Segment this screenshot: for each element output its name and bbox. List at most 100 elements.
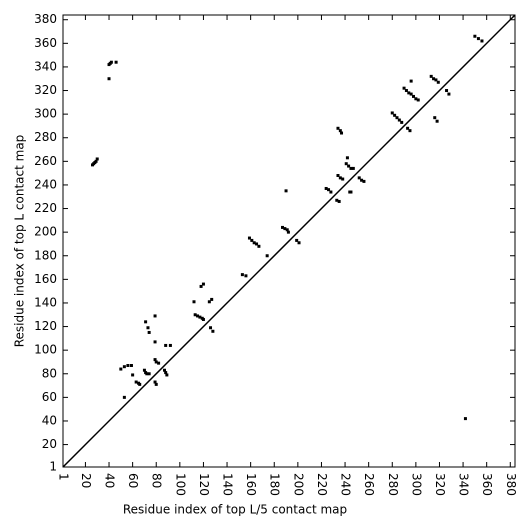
contact-point [122,395,126,399]
contact-point [284,189,288,193]
x-tick-label: 260 [362,473,376,496]
contact-point [286,230,290,234]
contact-point [436,80,440,84]
y-tick-label: 80 [42,366,57,380]
contact-point [324,186,328,190]
contact-point [146,326,150,330]
x-tick-label: 340 [457,473,471,496]
y-tick-label: 220 [34,201,57,215]
contact-point [409,92,413,96]
x-tick-label: 380 [504,473,518,496]
contact-point [154,382,158,386]
contact-point [255,242,259,246]
y-tick-label: 100 [34,343,57,357]
contact-point [153,358,157,362]
x-tick-label: 120 [197,473,211,496]
contact-point [122,365,126,369]
contact-point [283,227,287,231]
contact-point [338,129,342,133]
y-tick-label: 160 [34,272,57,286]
y-tick-label: 120 [34,319,57,333]
contact-point [119,367,123,371]
contact-point [157,361,161,365]
y-tick-label: 60 [42,390,57,404]
x-tick-label: 320 [433,473,447,496]
contact-point [109,60,113,64]
contact-point [198,315,202,319]
y-tick-label: 340 [34,59,57,73]
contact-point [114,60,118,64]
contact-point [201,282,205,286]
contact-point [434,78,438,82]
contact-point [131,373,135,377]
contact-point [476,37,480,41]
x-tick-label: 300 [409,473,423,496]
x-tick-label: 200 [291,473,305,496]
x-tick-label: 240 [339,473,353,496]
contact-point [349,190,353,194]
contact-point [297,241,301,245]
x-tick-label: 160 [244,473,258,496]
contact-point [285,228,289,232]
contact-point [126,364,130,368]
y-tick-label: 260 [34,154,57,168]
contact-point [336,126,340,130]
contact-point [447,92,451,96]
contact-point [207,300,211,304]
contact-point [404,89,408,93]
y-tick-label: 300 [34,107,57,121]
contact-point [147,372,151,376]
y-tick-label: 280 [34,130,57,144]
x-tick-label: 40 [103,473,117,488]
y-tick-label: 180 [34,248,57,262]
contact-point [240,273,244,277]
contact-point [327,188,331,192]
contact-point [193,313,197,317]
x-tick-label: 80 [150,473,164,488]
contact-point [209,326,213,330]
contact-point [432,77,436,81]
contact-point [435,119,439,123]
contact-point [210,297,214,301]
contact-point [349,166,353,170]
contact-point [480,39,484,43]
contact-point [95,157,99,161]
x-axis-label: Residue index of top L/5 contact map [123,503,347,517]
contact-point [129,364,133,368]
x-tick-label: 140 [221,473,235,496]
contact-point [196,314,200,318]
contact-point [408,129,412,133]
y-axis-label: Residue index of top L contact map [13,135,27,348]
contact-point [473,34,477,38]
contact-point [429,74,433,78]
y-tick-label: 200 [34,225,57,239]
contact-point [144,320,148,324]
x-tick-label: 180 [268,473,282,496]
contact-point [257,244,261,248]
contact-point [94,159,98,163]
contact-point [416,98,420,102]
contact-point [412,94,416,98]
contact-point [138,382,142,386]
diagonal-line [62,14,516,468]
y-tick-label: 20 [42,437,57,451]
contact-point [247,236,251,240]
contact-point [107,77,111,81]
contact-point [250,238,254,242]
contact-point [463,417,467,421]
contact-point [341,177,345,181]
contact-point [153,340,157,344]
y-tick-label: 320 [34,83,57,97]
contact-point [329,190,333,194]
contact-point [344,162,348,166]
contact-point [351,166,355,170]
contact-point [445,89,449,93]
contact-point [153,314,157,318]
contact-point [162,368,166,372]
contact-point [407,91,411,95]
x-tick-label: 60 [126,473,140,488]
contact-point [168,343,172,347]
contact-point [402,86,406,90]
x-tick-label: 100 [173,473,187,496]
contact-point [147,330,151,334]
